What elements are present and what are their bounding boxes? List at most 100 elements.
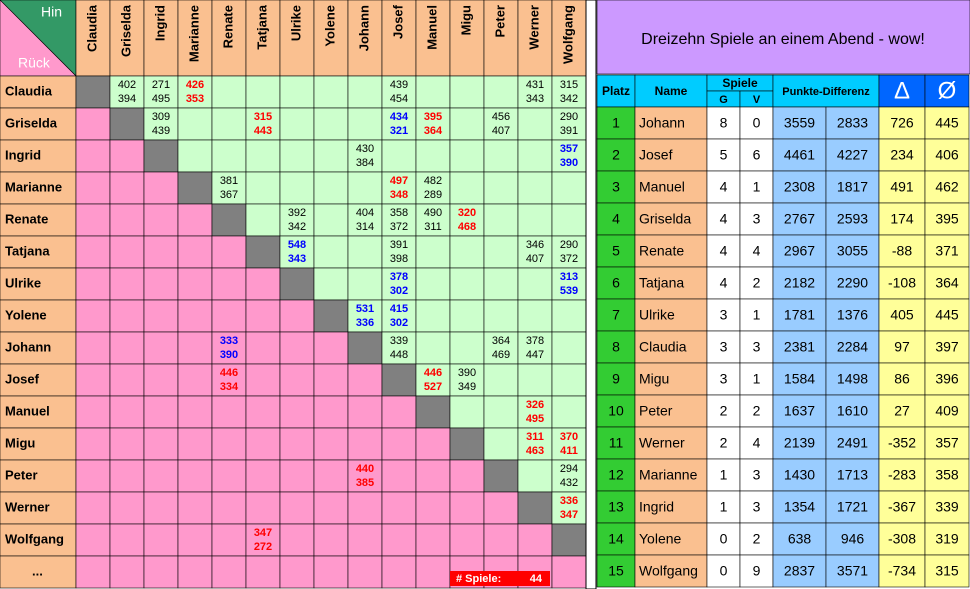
row-header — [0, 299, 77, 333]
result-cell — [415, 363, 451, 397]
header-delta-label: Δ — [894, 77, 910, 104]
result-cell — [415, 459, 451, 493]
avg: 371 — [935, 243, 959, 259]
result-cell — [483, 331, 519, 365]
lost: 0 — [753, 115, 761, 131]
result-cell — [75, 491, 111, 525]
result-cell — [313, 235, 349, 269]
column-header-label: Josef — [390, 4, 405, 39]
score-hin: 402 — [118, 79, 136, 91]
column-header-label: Tatjana — [254, 4, 269, 49]
points-rueck: 2833 — [837, 115, 868, 131]
row-header — [0, 171, 77, 205]
result-cell — [551, 523, 587, 557]
delta: -734 — [888, 563, 916, 579]
result-cell — [449, 267, 485, 301]
points-hin-cell — [772, 298, 827, 332]
avg-cell — [924, 298, 970, 332]
rank: 1 — [612, 115, 620, 131]
name: Josef — [639, 147, 673, 163]
points-rueck-cell — [825, 330, 880, 364]
delta: 174 — [890, 211, 914, 227]
score-hin: 531 — [356, 303, 374, 315]
result-cell — [381, 491, 417, 525]
score-hin: 378 — [390, 271, 408, 283]
points-hin: 2381 — [784, 339, 815, 355]
lost: 6 — [753, 147, 761, 163]
result-cell — [109, 427, 145, 461]
title: Dreizehn Spiele an einem Abend - wow! — [641, 31, 925, 48]
header-name-label: Name — [655, 84, 688, 98]
column-header-label: Yolene — [322, 5, 337, 47]
result-cell — [551, 171, 587, 205]
won: 0 — [720, 563, 728, 579]
result-cell — [415, 395, 451, 429]
avg: 445 — [935, 307, 959, 323]
score-rueck: 311 — [424, 221, 442, 233]
result-cell — [75, 459, 111, 493]
result-cell — [449, 107, 485, 141]
won: 8 — [720, 115, 728, 131]
result-cell — [347, 203, 383, 237]
result-cell — [143, 427, 179, 461]
result-cell — [245, 139, 281, 173]
result-cell — [109, 171, 145, 205]
result-cell — [279, 427, 315, 461]
column-header — [75, 0, 111, 77]
result-cell — [483, 299, 519, 333]
result-cell — [551, 299, 587, 333]
score-rueck: 384 — [356, 157, 374, 169]
points-rueck: 2290 — [837, 275, 868, 291]
name-cell — [634, 234, 708, 268]
points-hin: 3559 — [784, 115, 815, 131]
points-rueck: 2284 — [837, 339, 868, 355]
result-cell — [245, 75, 281, 109]
points-hin: 2967 — [784, 243, 815, 259]
lost: 1 — [753, 307, 761, 323]
score-rueck: 495 — [152, 93, 170, 105]
result-cell — [75, 427, 111, 461]
result-cell — [279, 395, 315, 429]
points-rueck-cell — [825, 490, 880, 524]
result-cell — [211, 427, 247, 461]
points-rueck: 946 — [841, 531, 865, 547]
points-hin-cell — [772, 394, 827, 428]
column-header — [381, 0, 417, 77]
result-cell — [245, 299, 281, 333]
result-cell — [381, 395, 417, 429]
result-cell — [75, 523, 111, 557]
result-cell — [517, 491, 553, 525]
result-cell — [381, 107, 417, 141]
points-rueck: 4227 — [837, 147, 868, 163]
points-rueck-cell — [825, 522, 880, 556]
lost: 2 — [753, 275, 761, 291]
delta: -367 — [888, 499, 916, 515]
name-cell — [634, 490, 708, 524]
rank: 10 — [608, 403, 624, 419]
won-cell — [706, 426, 741, 460]
row-header — [0, 427, 77, 461]
score-hin: 309 — [152, 111, 170, 123]
separator — [585, 0, 597, 589]
score-hin: 497 — [390, 175, 408, 187]
points-hin-cell — [772, 458, 827, 492]
result-cell — [313, 491, 349, 525]
result-cell — [313, 555, 349, 589]
result-cell — [381, 267, 417, 301]
score-hin: 446 — [424, 367, 442, 379]
avg-cell — [924, 522, 970, 556]
result-cell — [381, 427, 417, 461]
result-cell — [381, 299, 417, 333]
rank: 6 — [612, 275, 620, 291]
points-hin-cell — [772, 266, 827, 300]
column-header — [109, 0, 145, 77]
score-rueck: 353 — [186, 93, 204, 105]
score-rueck: 364 — [424, 125, 443, 137]
column-header-label: Johann — [356, 5, 371, 51]
score-rueck: 343 — [288, 253, 306, 265]
result-cell — [449, 235, 485, 269]
result-cell — [143, 203, 179, 237]
avg: 357 — [935, 435, 959, 451]
score-hin: 333 — [220, 335, 238, 347]
lost: 1 — [753, 371, 761, 387]
